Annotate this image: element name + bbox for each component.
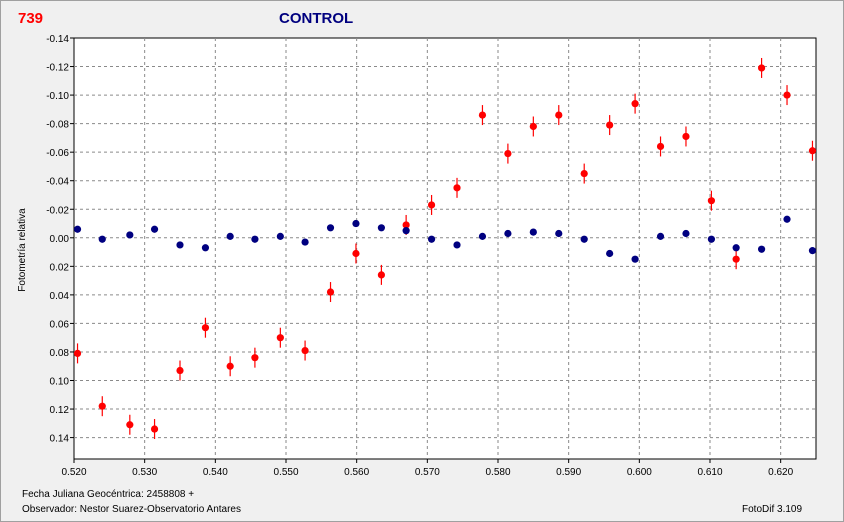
data-point bbox=[377, 224, 385, 232]
data-point bbox=[73, 349, 82, 357]
plot-area bbox=[73, 37, 817, 460]
data-point bbox=[631, 255, 639, 263]
y-tick-label: -0.14 bbox=[46, 34, 69, 45]
x-tick-label: 0.540 bbox=[203, 467, 228, 478]
data-point bbox=[580, 169, 588, 178]
y-axis-ticks: -0.14 -0.12 -0.10 -0.08 -0.06 -0.04 -0.02 0.00 0… bbox=[46, 34, 74, 445]
data-point bbox=[326, 224, 335, 232]
y-tick-label: 0.06 bbox=[50, 319, 70, 330]
julian-date-label: Fecha Juliana Geocéntrica: 2458808 + bbox=[22, 489, 195, 500]
y-tick-label: 0.10 bbox=[50, 377, 70, 388]
x-tick-label: 0.580 bbox=[485, 467, 510, 478]
star-id-label: 739 bbox=[18, 10, 44, 27]
data-point bbox=[251, 235, 259, 243]
data-point bbox=[783, 91, 791, 99]
y-tick-label: -0.08 bbox=[46, 120, 69, 131]
x-tick-label: 0.620 bbox=[768, 467, 793, 478]
data-point bbox=[377, 271, 385, 279]
data-point bbox=[732, 255, 740, 263]
data-point bbox=[402, 227, 410, 235]
y-tick-label: 0.02 bbox=[50, 262, 70, 273]
x-tick-label: 0.550 bbox=[273, 467, 298, 478]
data-point bbox=[707, 235, 716, 243]
data-point bbox=[808, 147, 817, 155]
y-tick-label: -0.02 bbox=[46, 205, 69, 216]
software-version-label: FotoDif 3.109 bbox=[742, 504, 803, 515]
data-point bbox=[276, 232, 284, 240]
data-point bbox=[326, 288, 335, 296]
x-tick-label: 0.570 bbox=[415, 467, 440, 478]
data-point bbox=[276, 334, 284, 342]
data-point bbox=[201, 244, 210, 252]
x-tick-label: 0.560 bbox=[344, 467, 369, 478]
chart-title: CONTROL bbox=[279, 10, 354, 27]
data-point bbox=[555, 229, 563, 238]
x-tick-label: 0.600 bbox=[627, 467, 652, 478]
data-point bbox=[656, 142, 665, 151]
data-point bbox=[201, 324, 210, 332]
y-tick-label: 0.12 bbox=[50, 405, 70, 416]
grid-lines bbox=[74, 38, 816, 459]
data-point bbox=[301, 238, 309, 246]
data-point bbox=[427, 201, 436, 209]
data-point bbox=[682, 229, 690, 238]
data-point bbox=[150, 425, 159, 433]
data-point bbox=[783, 215, 791, 223]
y-tick-label: 0.14 bbox=[50, 434, 70, 445]
x-tick-label: 0.520 bbox=[61, 467, 86, 478]
data-point bbox=[226, 232, 234, 240]
data-point bbox=[606, 249, 614, 258]
data-point bbox=[226, 362, 234, 370]
y-tick-label: -0.06 bbox=[46, 148, 69, 159]
data-point bbox=[126, 421, 134, 429]
data-point bbox=[478, 232, 487, 240]
data-point bbox=[427, 235, 436, 243]
y-tick-label: -0.12 bbox=[46, 63, 69, 74]
data-point bbox=[631, 100, 639, 108]
data-points bbox=[73, 64, 817, 433]
observer-label: Observador: Nestor Suarez-Observatorio A… bbox=[22, 504, 241, 515]
data-point bbox=[126, 231, 134, 239]
y-tick-label: -0.10 bbox=[46, 91, 69, 102]
data-point bbox=[580, 235, 588, 243]
data-point bbox=[453, 184, 461, 192]
data-point bbox=[682, 132, 690, 141]
data-point bbox=[352, 219, 360, 228]
data-point bbox=[150, 225, 159, 233]
data-point bbox=[402, 221, 410, 229]
data-point bbox=[606, 121, 614, 129]
data-point bbox=[176, 241, 184, 249]
data-point bbox=[98, 235, 106, 243]
data-point bbox=[73, 225, 82, 233]
data-point bbox=[453, 241, 461, 249]
data-point bbox=[757, 245, 766, 253]
y-tick-label: -0.04 bbox=[46, 177, 69, 188]
data-point bbox=[352, 249, 360, 258]
y-tick-label: 0.00 bbox=[50, 234, 70, 245]
x-tick-label: 0.530 bbox=[132, 467, 157, 478]
data-point bbox=[98, 402, 106, 410]
data-point bbox=[529, 122, 537, 131]
data-point bbox=[707, 197, 716, 205]
data-point bbox=[504, 149, 512, 158]
x-axis-ticks: 0.520 0.530 0.540 0.550 0.560 0.570 0.580 0.590… bbox=[61, 459, 794, 478]
data-point bbox=[732, 244, 740, 252]
x-tick-label: 0.590 bbox=[556, 467, 581, 478]
data-point bbox=[176, 366, 184, 375]
data-point bbox=[808, 247, 817, 255]
data-point bbox=[504, 229, 512, 238]
y-tick-label: 0.08 bbox=[50, 348, 70, 359]
y-axis-label: Fotometría relativa bbox=[17, 208, 28, 292]
x-tick-label: 0.610 bbox=[697, 467, 722, 478]
data-point bbox=[478, 111, 487, 119]
y-tick-label: 0.04 bbox=[50, 291, 70, 302]
data-point bbox=[555, 111, 563, 119]
data-point bbox=[251, 354, 259, 362]
data-point bbox=[757, 64, 766, 72]
data-point bbox=[656, 232, 665, 240]
data-point bbox=[529, 228, 537, 236]
data-point bbox=[301, 346, 309, 355]
